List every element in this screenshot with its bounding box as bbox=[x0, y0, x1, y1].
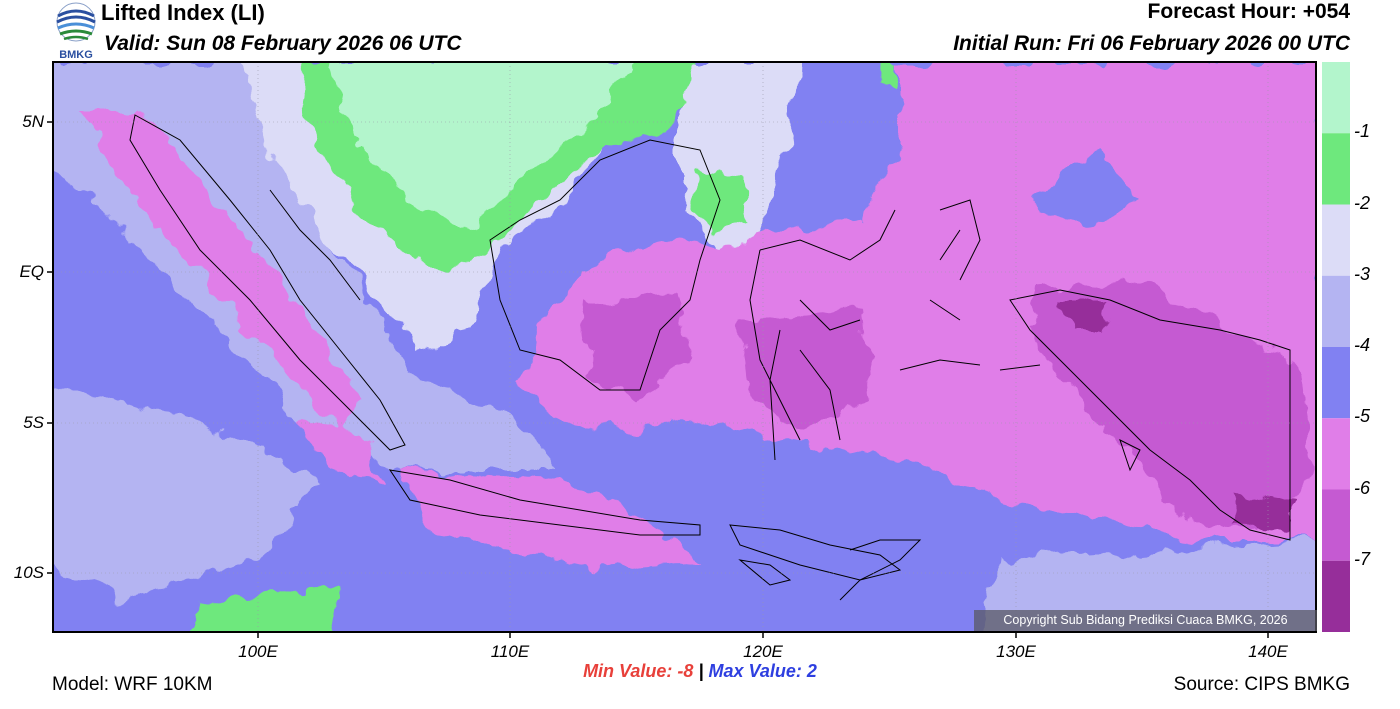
y-tick-label: 10S bbox=[13, 563, 44, 582]
valid-time: Valid: Sun 08 February 2026 06 UTC bbox=[104, 32, 462, 55]
legend-swatch bbox=[1322, 347, 1350, 419]
legend-swatch bbox=[1322, 560, 1350, 632]
legend-swatch bbox=[1322, 133, 1350, 205]
initial-run: Initial Run: Fri 06 February 2026 00 UTC bbox=[953, 32, 1350, 55]
y-tick-label: 5S bbox=[23, 413, 44, 432]
x-tick-label: 130E bbox=[996, 642, 1036, 661]
max-label: Max Value: bbox=[708, 661, 802, 681]
bmkg-logo: BMKG bbox=[56, 2, 96, 60]
legend-swatch bbox=[1322, 275, 1350, 347]
legend-label: -6 bbox=[1354, 477, 1371, 498]
map-title: Lifted Index (LI) bbox=[101, 0, 265, 25]
x-tick-label: 100E bbox=[238, 642, 278, 661]
y-tick-label: 5N bbox=[22, 112, 44, 131]
model-name: Model: WRF 10KM bbox=[52, 674, 213, 695]
legend-label: -1 bbox=[1354, 121, 1371, 142]
x-tick-label: 110E bbox=[490, 642, 530, 661]
coastlines bbox=[129, 114, 1291, 601]
legend-swatch bbox=[1322, 418, 1350, 490]
legend-label: -2 bbox=[1354, 192, 1371, 213]
li-contours bbox=[53, 62, 1316, 632]
legend-label: -3 bbox=[1354, 263, 1371, 284]
legend-label: -5 bbox=[1354, 406, 1371, 427]
y-tick-label: EQ bbox=[19, 262, 44, 281]
legend-colorbar bbox=[1322, 62, 1350, 632]
graticule bbox=[53, 62, 1316, 632]
x-tick-label: 140E bbox=[1248, 642, 1288, 661]
separator: | bbox=[698, 661, 704, 681]
forecast-hour: Forecast Hour: +054 bbox=[1147, 0, 1351, 23]
data-source: Source: CIPS BMKG bbox=[1173, 674, 1350, 695]
logo-text: BMKG bbox=[59, 49, 93, 60]
legend-swatch bbox=[1322, 62, 1350, 134]
min-label: Min Value: bbox=[583, 661, 673, 681]
legend-label: -4 bbox=[1354, 335, 1371, 355]
min-max-values: Min Value: -8 | Max Value: 2 bbox=[0, 661, 1400, 682]
legend-label: -7 bbox=[1354, 548, 1371, 569]
legend-swatch bbox=[1322, 204, 1350, 276]
min-value: -8 bbox=[677, 661, 694, 681]
x-tick-label: 120E bbox=[743, 642, 783, 661]
max-value: 2 bbox=[806, 661, 817, 681]
legend-swatch bbox=[1322, 489, 1350, 561]
axis-ticks bbox=[47, 121, 1269, 638]
copyright-notice: Copyright Sub Bidang Prediksi Cuaca BMKG… bbox=[974, 610, 1317, 631]
map-frame bbox=[52, 61, 1317, 633]
